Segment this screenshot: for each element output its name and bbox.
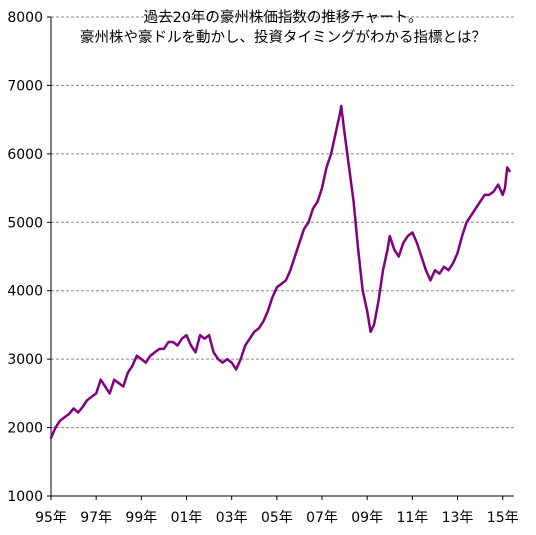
- y-axis-ticks: 1000 2000 3000 4000 5000 6000 7000 8000: [7, 10, 51, 505]
- plot-frame: [50, 17, 514, 497]
- x-tick-label: 09年: [351, 510, 383, 526]
- x-tick-label: 03年: [216, 510, 248, 526]
- x-tick-label: 97年: [80, 510, 112, 526]
- x-tick-label: 01年: [171, 510, 203, 526]
- chart-title-line-1: 過去20年の豪州株価指数の推移チャート。: [143, 9, 422, 26]
- y-tick-label: 2000: [7, 421, 43, 437]
- x-tick-label: 99年: [125, 510, 157, 526]
- series-line: [49, 104, 511, 440]
- x-tick-label: 05年: [261, 510, 293, 526]
- y-tick-label: 4000: [7, 284, 43, 300]
- x-axis-ticks: 95年 97年 99年 01年 03年 05年 07年 09年 11年 13年 15年: [35, 496, 519, 526]
- y-tick-label: 8000: [7, 10, 43, 26]
- y-tick-label: 5000: [7, 215, 43, 231]
- y-tick-label: 3000: [7, 352, 43, 368]
- gridlines: [51, 16, 514, 429]
- x-tick-label: 11年: [396, 510, 428, 526]
- x-tick-label: 13年: [442, 510, 474, 526]
- series-group: [49, 104, 511, 440]
- x-tick-label: 07年: [306, 510, 338, 526]
- x-tick-label: 95年: [35, 510, 67, 526]
- y-tick-label: 1000: [7, 489, 43, 505]
- y-tick-label: 7000: [7, 78, 43, 94]
- y-tick-label: 6000: [7, 147, 43, 163]
- chart-title-line-2: 豪州株や豪ドルを動かし、投資タイミングがわかる指標とは？: [80, 29, 486, 46]
- x-tick-label: 15年: [487, 510, 519, 526]
